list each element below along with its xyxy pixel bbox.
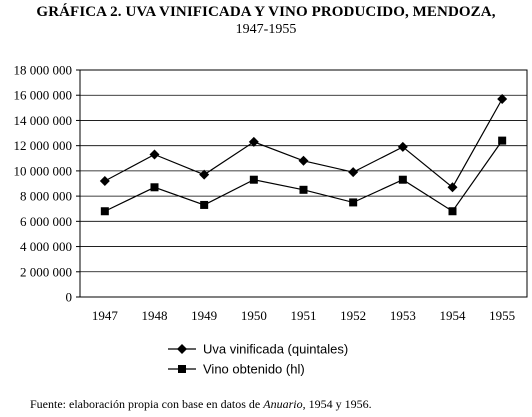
series-line — [104, 140, 503, 213]
y-tick-label: 0 — [66, 290, 73, 305]
source-prefix: Fuente: elaboración propia con base en d… — [30, 397, 264, 411]
data-point-square — [249, 175, 258, 184]
y-tick-label: 6 000 000 — [20, 214, 72, 229]
y-tick-label: 8 000 000 — [20, 189, 72, 204]
y-axis-ticks: 0 2 000 000 4 000 000 6 000 000 8 000 000 10 … — [14, 63, 80, 305]
y-tick-label: 16 000 000 — [14, 88, 73, 103]
x-tick-label: 1954 — [440, 308, 467, 323]
legend-label: Vino obtenido (hl) — [203, 362, 305, 377]
x-tick-label: 1952 — [340, 308, 366, 323]
legend-entry-2: Vino obtenido (hl) — [168, 362, 305, 377]
data-point-square — [299, 185, 308, 194]
source-note: Fuente: elaboración propia con base en d… — [30, 397, 372, 412]
y-tick-label: 18 000 000 — [14, 63, 73, 78]
data-point-diamond — [447, 182, 458, 193]
data-point-diamond — [248, 136, 259, 147]
data-point-square — [200, 200, 209, 209]
y-tick-label: 10 000 000 — [14, 163, 73, 178]
x-tick-label: 1948 — [142, 308, 168, 323]
data-point-square — [498, 136, 507, 145]
y-tick-label: 2 000 000 — [20, 264, 72, 279]
x-tick-label: 1947 — [92, 308, 119, 323]
series-layer — [99, 94, 508, 216]
y-tick-label: 4 000 000 — [20, 239, 72, 254]
source-suffix: , 1954 y 1956. — [302, 397, 372, 411]
gridlines — [79, 69, 528, 298]
legend-label: Uva vinificada (quintales) — [203, 342, 348, 357]
data-point-square — [448, 207, 457, 216]
x-tick-label: 1955 — [489, 308, 515, 323]
data-point-diamond — [199, 169, 210, 180]
source-italic: Anuario — [263, 397, 303, 411]
data-point-diamond — [348, 167, 359, 178]
y-tick-label: 14 000 000 — [14, 113, 73, 128]
chart-title: GRÁFICA 2. UVA VINIFICADA Y VINO PRODUCI… — [36, 4, 496, 20]
chart-subtitle: 1947-1955 — [235, 22, 297, 37]
data-point-diamond — [397, 141, 408, 152]
x-tick-label: 1949 — [191, 308, 217, 323]
x-tick-label: 1953 — [390, 308, 416, 323]
data-point-square — [178, 365, 186, 373]
data-point-square — [398, 175, 407, 184]
data-point-diamond — [298, 155, 309, 166]
legend: Uva vinificada (quintales) Vino obtenido … — [168, 342, 348, 377]
x-axis-ticks: 1947 1948 1949 1950 1951 1952 1953 1954 1955 — [92, 308, 515, 323]
series-line — [104, 98, 503, 189]
data-point-square — [100, 207, 109, 216]
x-tick-label: 1951 — [291, 308, 317, 323]
data-point-diamond — [149, 149, 160, 160]
data-point-square — [150, 183, 159, 192]
data-point-diamond — [99, 175, 110, 186]
legend-entry-1: Uva vinificada (quintales) — [168, 342, 348, 357]
y-tick-label: 12 000 000 — [14, 138, 73, 153]
plot-frame — [79, 69, 528, 298]
data-point-diamond — [497, 94, 508, 105]
data-point-diamond — [177, 344, 187, 354]
data-point-square — [349, 198, 358, 207]
x-tick-label: 1950 — [241, 308, 267, 323]
series-2 — [100, 136, 507, 216]
series-1 — [99, 94, 508, 193]
